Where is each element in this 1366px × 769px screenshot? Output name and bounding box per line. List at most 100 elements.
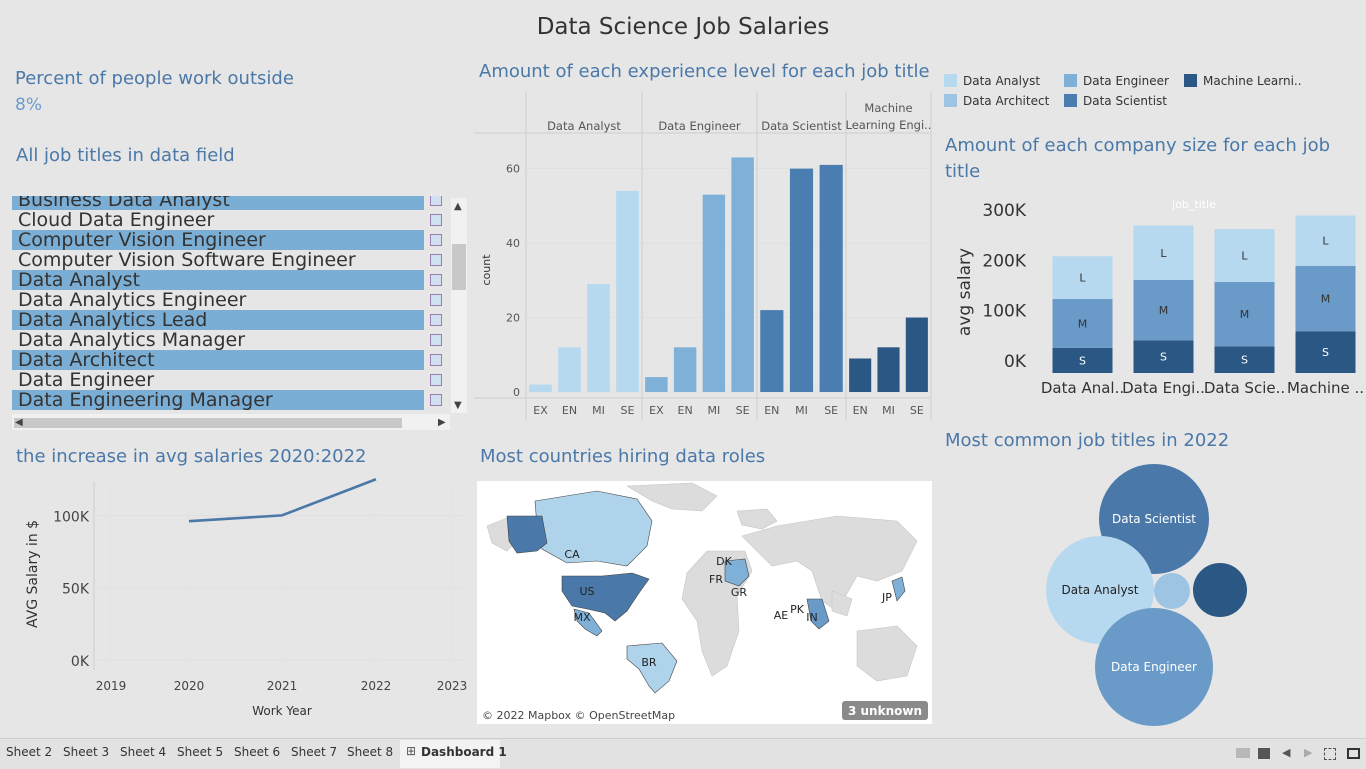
size-bar-segment[interactable] (1295, 265, 1356, 332)
prev-sheet-icon[interactable]: ◀ (1282, 746, 1291, 759)
job-list-checkbox[interactable] (430, 354, 442, 366)
legend-swatch[interactable] (1184, 74, 1197, 87)
job-list-item[interactable]: Data Architect (12, 350, 424, 370)
exp-bar[interactable] (849, 358, 872, 392)
legend-label[interactable]: Machine Learni.. (1203, 74, 1302, 88)
bubble[interactable] (1095, 608, 1213, 726)
exp-bar[interactable] (645, 377, 668, 392)
tab-sheet[interactable]: Sheet 7 (291, 745, 338, 759)
size-bar-segment[interactable] (1052, 347, 1113, 373)
exp-x-tick: EN (853, 404, 868, 417)
job-list-checkbox[interactable] (430, 214, 442, 226)
job-list-checkbox[interactable] (430, 196, 442, 206)
unknown-badge[interactable]: 3 unknown (848, 704, 922, 718)
size-segment-label: M (1159, 304, 1169, 317)
size-bar-segment[interactable] (1052, 256, 1113, 300)
exp-bar[interactable] (587, 284, 610, 392)
job-list-item[interactable]: Business Data Analyst (12, 196, 424, 210)
job-list-item[interactable]: Data Analytics Manager (18, 329, 246, 351)
country-india[interactable] (806, 598, 830, 630)
size-bar-segment[interactable] (1295, 215, 1356, 266)
scroll-up-icon[interactable]: ▲ (454, 201, 462, 212)
vertical-scrollbar[interactable] (451, 198, 467, 413)
salary-trend-line[interactable] (188, 478, 377, 523)
tab-view-icon[interactable] (1258, 748, 1270, 759)
job-list-item[interactable]: Data Analytics Engineer (18, 289, 247, 311)
legend-label[interactable]: Data Engineer (1083, 74, 1169, 88)
exp-bar[interactable] (905, 317, 928, 392)
unknown-badge-bg[interactable] (842, 701, 928, 720)
job-list-checkbox[interactable] (430, 254, 442, 266)
job-list-checkbox[interactable] (430, 294, 442, 306)
exp-bar[interactable] (760, 310, 784, 392)
bubble[interactable] (1193, 563, 1247, 617)
job-list-item[interactable]: Cloud Data Engineer (18, 209, 215, 231)
country-japan[interactable] (891, 576, 906, 602)
job-list-checkbox[interactable] (430, 274, 442, 286)
tab-sheet[interactable]: Sheet 6 (234, 745, 281, 759)
exp-group-header: Data Analyst (547, 119, 621, 133)
country-alaska[interactable] (506, 515, 548, 554)
size-bar-segment[interactable] (1214, 281, 1275, 347)
scroll-down-icon[interactable]: ▼ (454, 400, 462, 411)
legend-label[interactable]: Data Scientist (1083, 94, 1167, 108)
job-list-item[interactable]: Data Analytics Lead (12, 310, 424, 330)
country-canada[interactable] (534, 490, 653, 567)
tab-sheet[interactable]: Sheet 3 (63, 745, 110, 759)
job-list-checkbox[interactable] (430, 394, 442, 406)
legend-label[interactable]: Data Analyst (963, 74, 1041, 88)
scroll-left-icon[interactable]: ◀ (15, 417, 23, 428)
size-bar-segment[interactable] (1133, 340, 1194, 373)
exp-bar[interactable] (673, 347, 697, 392)
size-bar-segment[interactable] (1295, 331, 1356, 373)
legend-swatch[interactable] (944, 94, 957, 107)
legend-swatch[interactable] (1064, 94, 1077, 107)
exp-bar[interactable] (731, 157, 754, 392)
job-list-item[interactable]: Computer Vision Software Engineer (18, 249, 356, 271)
country-brazil[interactable] (626, 642, 678, 694)
legend-swatch[interactable] (1064, 74, 1077, 87)
exp-bar[interactable] (819, 164, 843, 392)
map-country-label: FR (709, 573, 723, 586)
legend-swatch[interactable] (944, 74, 957, 87)
tab-dashboard-1[interactable]: Dashboard 1 (421, 745, 507, 759)
exp-bar[interactable] (558, 347, 581, 392)
next-sheet-icon[interactable]: ▶ (1304, 746, 1313, 759)
job-list-checkbox[interactable] (430, 314, 442, 326)
line-x-axis-title: Work Year (252, 704, 312, 718)
vertical-scroll-thumb[interactable] (452, 244, 466, 290)
exp-bar[interactable] (789, 168, 814, 392)
job-list-item[interactable]: Data Engineer (18, 369, 155, 391)
exp-bar[interactable] (877, 347, 900, 392)
size-bar-segment[interactable] (1052, 299, 1113, 348)
size-bar-segment[interactable] (1133, 279, 1194, 341)
presentation-mode-icon[interactable] (1347, 748, 1360, 759)
legend-label[interactable]: Data Architect (963, 94, 1050, 108)
job-list-item[interactable]: Computer Vision Engineer (12, 230, 424, 250)
exp-bar[interactable] (702, 194, 726, 392)
job-title-filter-list[interactable]: Business Data Analyst Cloud Data Engineer… (12, 196, 466, 432)
size-bar-segment[interactable] (1214, 346, 1275, 373)
country-europe[interactable] (724, 558, 750, 587)
job-list-checkbox[interactable] (430, 374, 442, 386)
size-bar-segment[interactable] (1133, 225, 1194, 280)
size-bar-segment[interactable] (1214, 229, 1275, 282)
filmstrip-view-icon[interactable] (1236, 748, 1250, 758)
tab-sheet[interactable]: Sheet 8 (347, 745, 394, 759)
exp-bar[interactable] (616, 190, 639, 392)
fit-screen-icon[interactable] (1324, 748, 1336, 760)
tab-sheet[interactable]: Sheet 5 (177, 745, 224, 759)
job-list-item[interactable]: Data Analyst (12, 270, 424, 290)
bubble[interactable] (1154, 573, 1190, 609)
tab-sheet[interactable]: Sheet 2 (6, 745, 53, 759)
country-mexico[interactable] (573, 608, 603, 637)
country-us[interactable] (561, 572, 650, 622)
job-list-checkbox[interactable] (430, 234, 442, 246)
scroll-right-icon[interactable]: ▶ (438, 417, 446, 428)
tab-sheet[interactable]: Sheet 4 (120, 745, 167, 759)
exp-bar[interactable] (529, 384, 552, 392)
job-list-item[interactable]: Data Engineering Manager (12, 390, 424, 410)
horizontal-scroll-thumb[interactable] (14, 418, 402, 428)
job-list-checkbox[interactable] (430, 334, 442, 346)
